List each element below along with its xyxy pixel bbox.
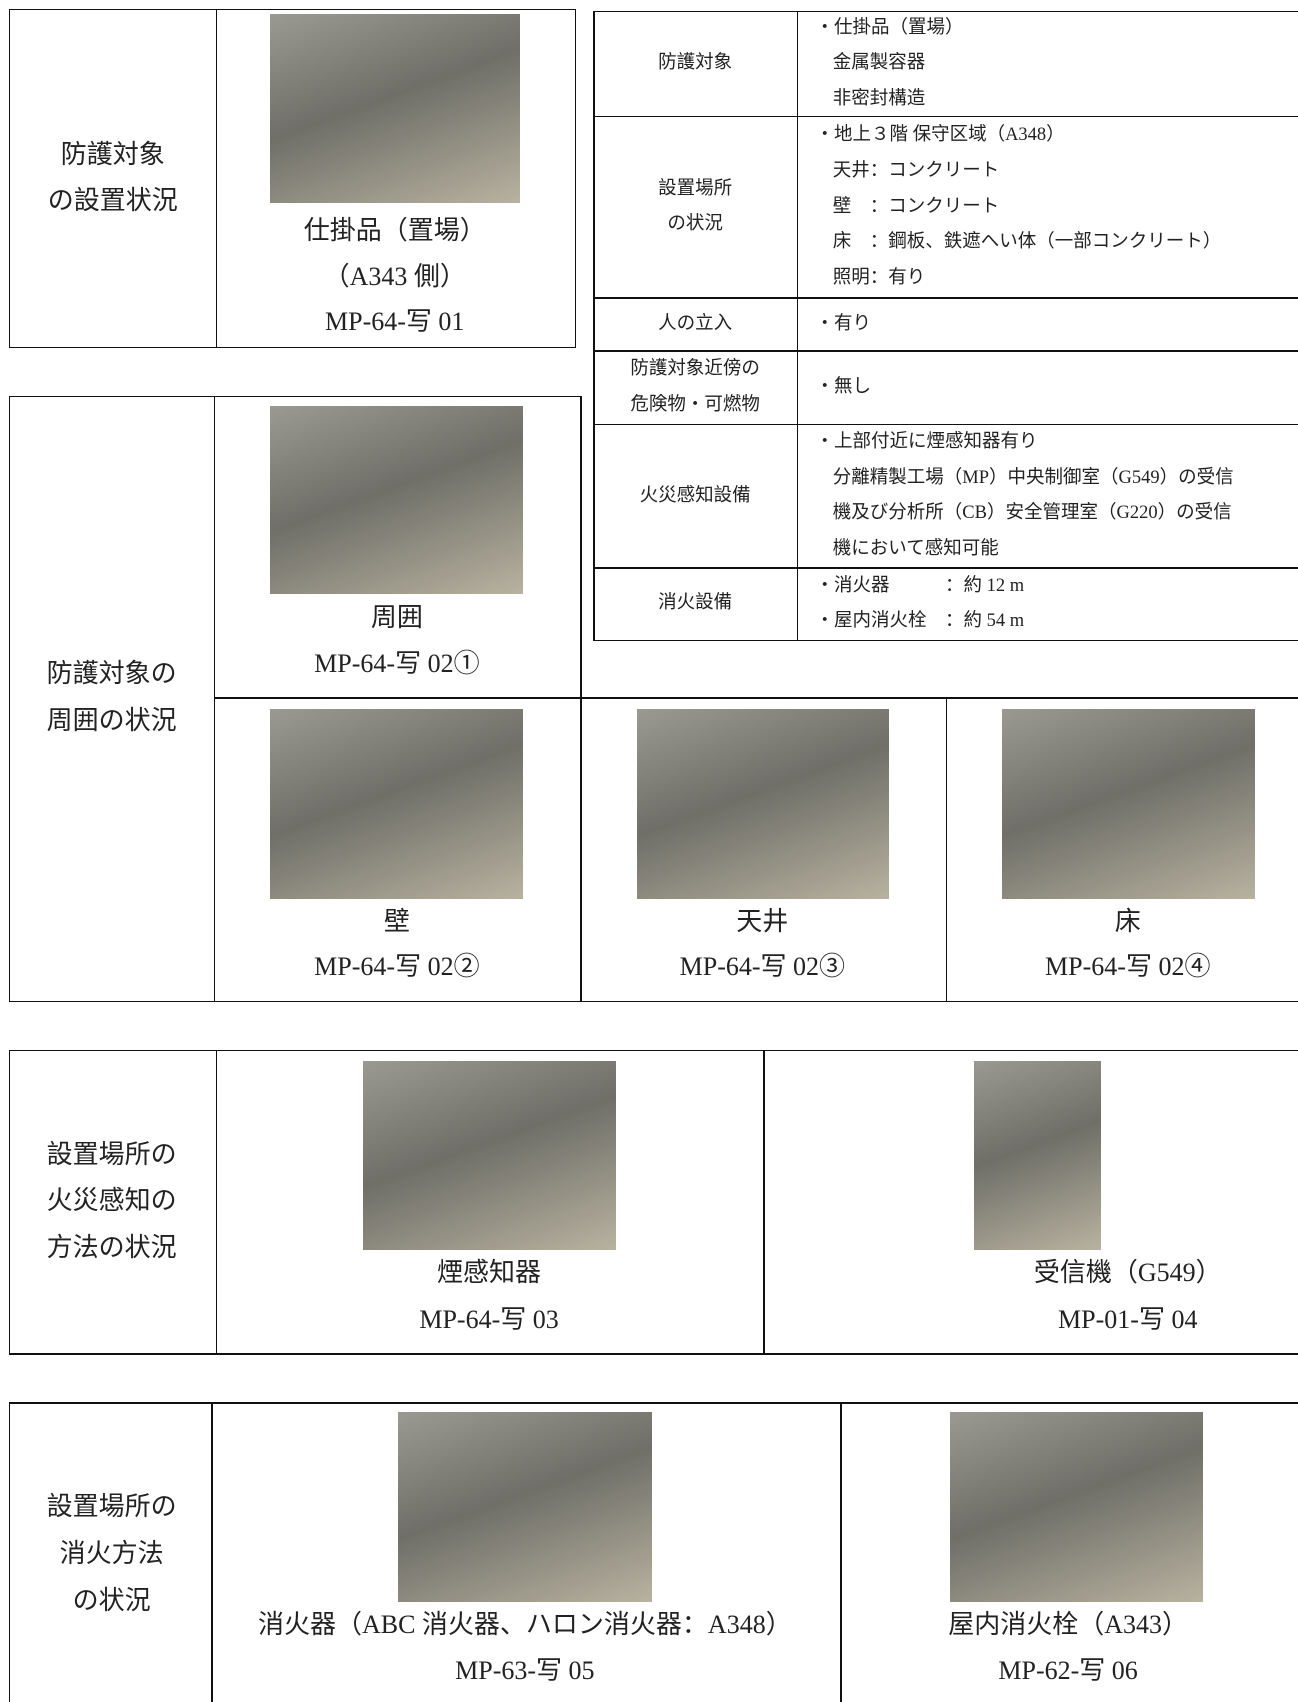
photo xyxy=(636,709,890,899)
border xyxy=(593,10,1298,13)
row-header: 火災感知設備 xyxy=(639,485,751,506)
photo xyxy=(363,1060,616,1251)
row-label: の設置状況 xyxy=(47,185,178,215)
border xyxy=(8,1000,1298,1003)
cell-text: 機及び分析所（CB）安全管理室（G220）の受信 xyxy=(832,503,1232,524)
row-header: 防護対象 xyxy=(658,53,733,74)
photo-caption: 仕掛品（置場） xyxy=(303,215,486,245)
border xyxy=(215,8,218,349)
border xyxy=(8,1049,11,1355)
row-label: 消火方法 xyxy=(59,1538,164,1568)
photo-caption: MP-64-写 02④ xyxy=(1045,952,1211,982)
row-header: 危険物・可燃物 xyxy=(630,394,760,415)
row-label: 設置場所の xyxy=(46,1139,177,1169)
row-header: 人の立入 xyxy=(658,313,733,334)
border xyxy=(8,1402,11,1702)
photo-caption: MP-64-写 02① xyxy=(314,648,480,678)
photo-caption: 受信機（G549） xyxy=(1033,1258,1222,1288)
photo-caption: MP-01-写 04 xyxy=(1058,1304,1198,1334)
photo-caption: MP-64-写 02③ xyxy=(679,952,846,982)
border xyxy=(593,350,1298,352)
border xyxy=(8,8,577,11)
cell-text: 壁 ：コンクリート xyxy=(832,196,1000,217)
cell-text: 機において感知可能 xyxy=(832,538,999,559)
photo xyxy=(397,1411,652,1602)
border xyxy=(8,1402,1298,1404)
photo xyxy=(270,709,523,899)
row-header: の状況 xyxy=(667,214,723,235)
photo xyxy=(1001,709,1255,899)
border xyxy=(213,395,216,1003)
cell-text: 非密封構造 xyxy=(832,88,926,109)
photo-caption: 床 xyxy=(1114,906,1141,936)
row-header: 防護対象近傍の xyxy=(630,358,760,379)
photo-caption: 天井 xyxy=(736,906,789,936)
row-label: 火災感知の xyxy=(46,1186,177,1216)
border xyxy=(593,297,1298,299)
border xyxy=(797,10,799,642)
photo xyxy=(949,1411,1203,1602)
photo-caption: 周囲 xyxy=(370,603,423,633)
border xyxy=(574,8,577,349)
photo xyxy=(270,14,521,203)
border xyxy=(8,1049,1298,1052)
photo xyxy=(270,405,523,595)
photo-caption: MP-63-写 05 xyxy=(455,1656,595,1686)
cell-text: 照明：有り xyxy=(832,267,926,288)
cell-text: 金属製容器 xyxy=(832,53,926,74)
cell-text: ・上部付近に煙感知器有り xyxy=(815,431,1038,452)
cell-text: 分離精製工場（MP）中央制御室（G549）の受信 xyxy=(832,467,1234,488)
border xyxy=(8,1353,1298,1355)
row-header: 消火設備 xyxy=(658,593,733,614)
cell-text: 天井：コンクリート xyxy=(832,160,1000,181)
border xyxy=(593,116,1298,118)
cell-text: ・有り xyxy=(815,313,871,334)
cell-text: 床 ：鋼板、鉄遮へい体（一部コンクリート） xyxy=(832,232,1222,253)
photo-caption: （A343 側） xyxy=(323,261,466,291)
border xyxy=(213,697,1298,699)
cell-text: ・仕掛品（置場） xyxy=(815,17,964,38)
border xyxy=(763,1049,765,1355)
row-label: 設置場所の xyxy=(46,1492,177,1522)
photo-caption: 壁 xyxy=(383,906,410,936)
border xyxy=(8,347,577,349)
row-label: の状況 xyxy=(72,1585,151,1615)
border xyxy=(8,395,582,398)
border xyxy=(580,395,582,1003)
border xyxy=(840,1402,842,1702)
row-label: 防護対象 xyxy=(60,140,165,170)
border xyxy=(8,8,11,349)
photo-caption: 屋内消火栓（A343） xyxy=(948,1610,1188,1640)
row-label: 方法の状況 xyxy=(46,1233,177,1263)
border xyxy=(593,567,1298,569)
photo-caption: 煙感知器 xyxy=(437,1258,542,1288)
border xyxy=(8,395,11,1003)
photo-caption: 消火器（ABC 消火器、ハロン消火器：A348） xyxy=(257,1610,792,1640)
cell-text: ・屋内消火栓 ：約 54 m xyxy=(815,611,1025,632)
border xyxy=(593,423,1298,426)
photo-caption: MP-62-写 06 xyxy=(998,1656,1138,1686)
cell-text: ・消火器 ：約 12 m xyxy=(815,575,1025,596)
border xyxy=(215,1049,218,1355)
row-label: 周囲の状況 xyxy=(46,706,177,736)
photo-caption: MP-64-写 02② xyxy=(314,952,480,982)
border xyxy=(945,697,947,1003)
photo-caption: MP-64-写 03 xyxy=(419,1304,559,1334)
photo xyxy=(973,1060,1101,1251)
cell-text: ・無し xyxy=(815,376,871,397)
cell-text: ・地上３階 保守区域（A348） xyxy=(815,124,1065,145)
row-header: 設置場所 xyxy=(658,178,733,199)
row-label: 防護対象の xyxy=(46,659,177,689)
border xyxy=(593,10,595,642)
photo-caption: MP-64-写 01 xyxy=(325,307,465,337)
border xyxy=(211,1402,213,1702)
border xyxy=(593,639,1298,642)
